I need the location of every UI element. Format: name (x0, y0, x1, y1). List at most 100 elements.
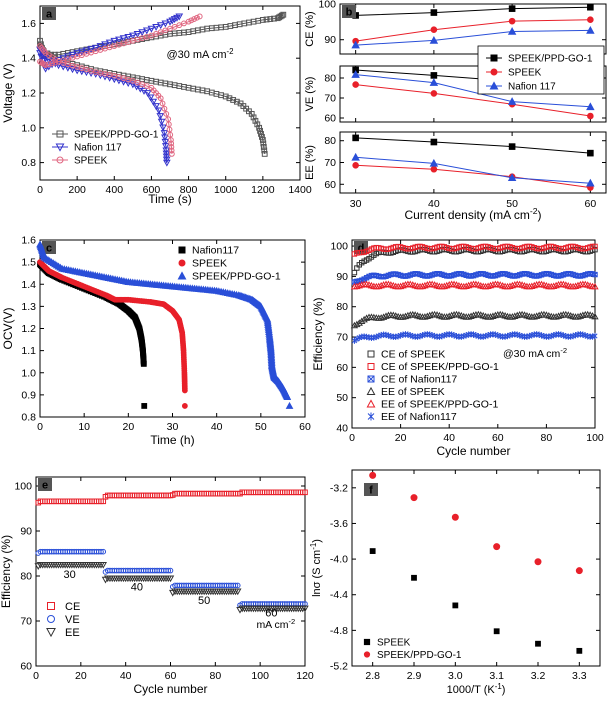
panel-label: d (358, 243, 365, 255)
data-point (149, 98, 158, 106)
data-point (230, 97, 237, 103)
x-tick-label: 3.0 (448, 670, 463, 682)
series-line (355, 156, 591, 184)
x-tick-label: 0 (37, 184, 43, 196)
data-point (430, 90, 438, 97)
data-point (410, 494, 418, 502)
data-point (261, 147, 268, 154)
data-point (506, 282, 514, 290)
data-point (430, 72, 438, 79)
x-tick-label: 80 (209, 670, 221, 682)
data-point (259, 134, 265, 140)
data-point (96, 43, 105, 51)
y-tick-label: 80 (336, 301, 348, 313)
x-tick-label: 20 (122, 421, 134, 433)
x-tick-label: 60 (165, 670, 177, 682)
data-point (162, 159, 171, 167)
y-tick-label: 60 (20, 661, 32, 673)
x-tick-label: 40 (443, 432, 455, 444)
y-tick-label: 60 (324, 113, 336, 125)
data-point (375, 282, 383, 290)
panel-label-box (42, 241, 56, 254)
plot-frame (339, 65, 607, 123)
data-point (586, 102, 595, 111)
data-point (452, 602, 459, 609)
series-line (355, 84, 591, 117)
x-tick-label: 60 (492, 432, 504, 444)
panel-f: 2.8 2.9 3.0 3.1 3.2 3.3 -5.2 -4.8 -4.4 -4.0 -3.6 -3… (309, 469, 601, 696)
data-point (587, 16, 594, 24)
y-tick-label: 80 (324, 135, 336, 147)
data-point (377, 281, 385, 289)
data-point (161, 143, 170, 151)
data-point (252, 117, 259, 124)
x-tick-label: 10 (78, 421, 90, 433)
data-point (77, 68, 86, 76)
data-point (351, 40, 360, 49)
data-point (592, 332, 598, 340)
panel-a: 0 200 400 600 800 1000 1200 1400 0.8 1.0 1.2 1.4 1.6… (1, 5, 312, 206)
data-point (115, 36, 123, 44)
x-tick-label: 200 (68, 184, 86, 196)
data-point (358, 317, 366, 325)
data-point (351, 269, 358, 276)
data-point (302, 489, 308, 496)
data-point (105, 74, 114, 82)
y-tick-label: 100 (318, 0, 336, 11)
x-tick-label: 30 (350, 198, 362, 210)
data-point (248, 110, 255, 117)
data-point (175, 13, 184, 21)
legend-marker (489, 81, 499, 90)
data-point (423, 312, 431, 320)
y-tick-label: -4.8 (330, 625, 348, 637)
x-tick-label: 3.1 (489, 670, 504, 682)
data-point (351, 152, 360, 161)
x-tick-label: 120 (296, 670, 314, 682)
series (37, 259, 188, 409)
data-point (168, 140, 175, 147)
panel-label: e (42, 480, 48, 492)
data-point (185, 18, 192, 25)
data-point (587, 3, 594, 11)
y-tick-label: -4.0 (330, 554, 348, 566)
data-point (91, 44, 100, 52)
data-point (59, 63, 68, 71)
y-tick-label: -3.6 (330, 518, 348, 530)
marker-cross (367, 375, 375, 383)
data-point (443, 281, 451, 289)
legend-label: EE of SPEEK/PPD-GO-1 (381, 399, 498, 411)
subplot: 60 70 80 EE (%) (304, 131, 607, 194)
panel-label-box (42, 7, 56, 20)
data-point (168, 144, 175, 150)
x-tick-label: 2.8 (365, 670, 380, 682)
data-point (464, 281, 473, 289)
legend: SPEEK/PPD-GO-1 SPEEK Nafion 117 (477, 45, 605, 95)
panel-label-box (364, 483, 378, 496)
data-point (138, 29, 146, 37)
annotation: @30 mA cm-2 (166, 47, 233, 62)
y-tick-label: 1.4 (21, 279, 36, 291)
data-point (377, 314, 385, 321)
data-point (263, 16, 270, 23)
series (36, 240, 294, 409)
y-axis-label: VE (%) (304, 77, 316, 112)
data-point (157, 95, 164, 102)
series (34, 561, 309, 614)
x-tick-label: 30 (167, 421, 179, 433)
x-tick-label: 50 (255, 421, 267, 433)
rate-label: 60 (265, 608, 277, 620)
legend-marker (177, 271, 187, 280)
x-tick-label: 3.2 (531, 670, 546, 682)
legend-marker (46, 628, 56, 638)
y-tick-label: 70 (336, 332, 348, 344)
y-tick-label: 1.1 (21, 345, 36, 357)
data-point (168, 147, 175, 154)
data-point (451, 513, 459, 521)
data-point (486, 281, 495, 289)
legend-label: SPEEK (192, 258, 227, 270)
data-point (234, 582, 241, 589)
series-line (355, 74, 591, 108)
